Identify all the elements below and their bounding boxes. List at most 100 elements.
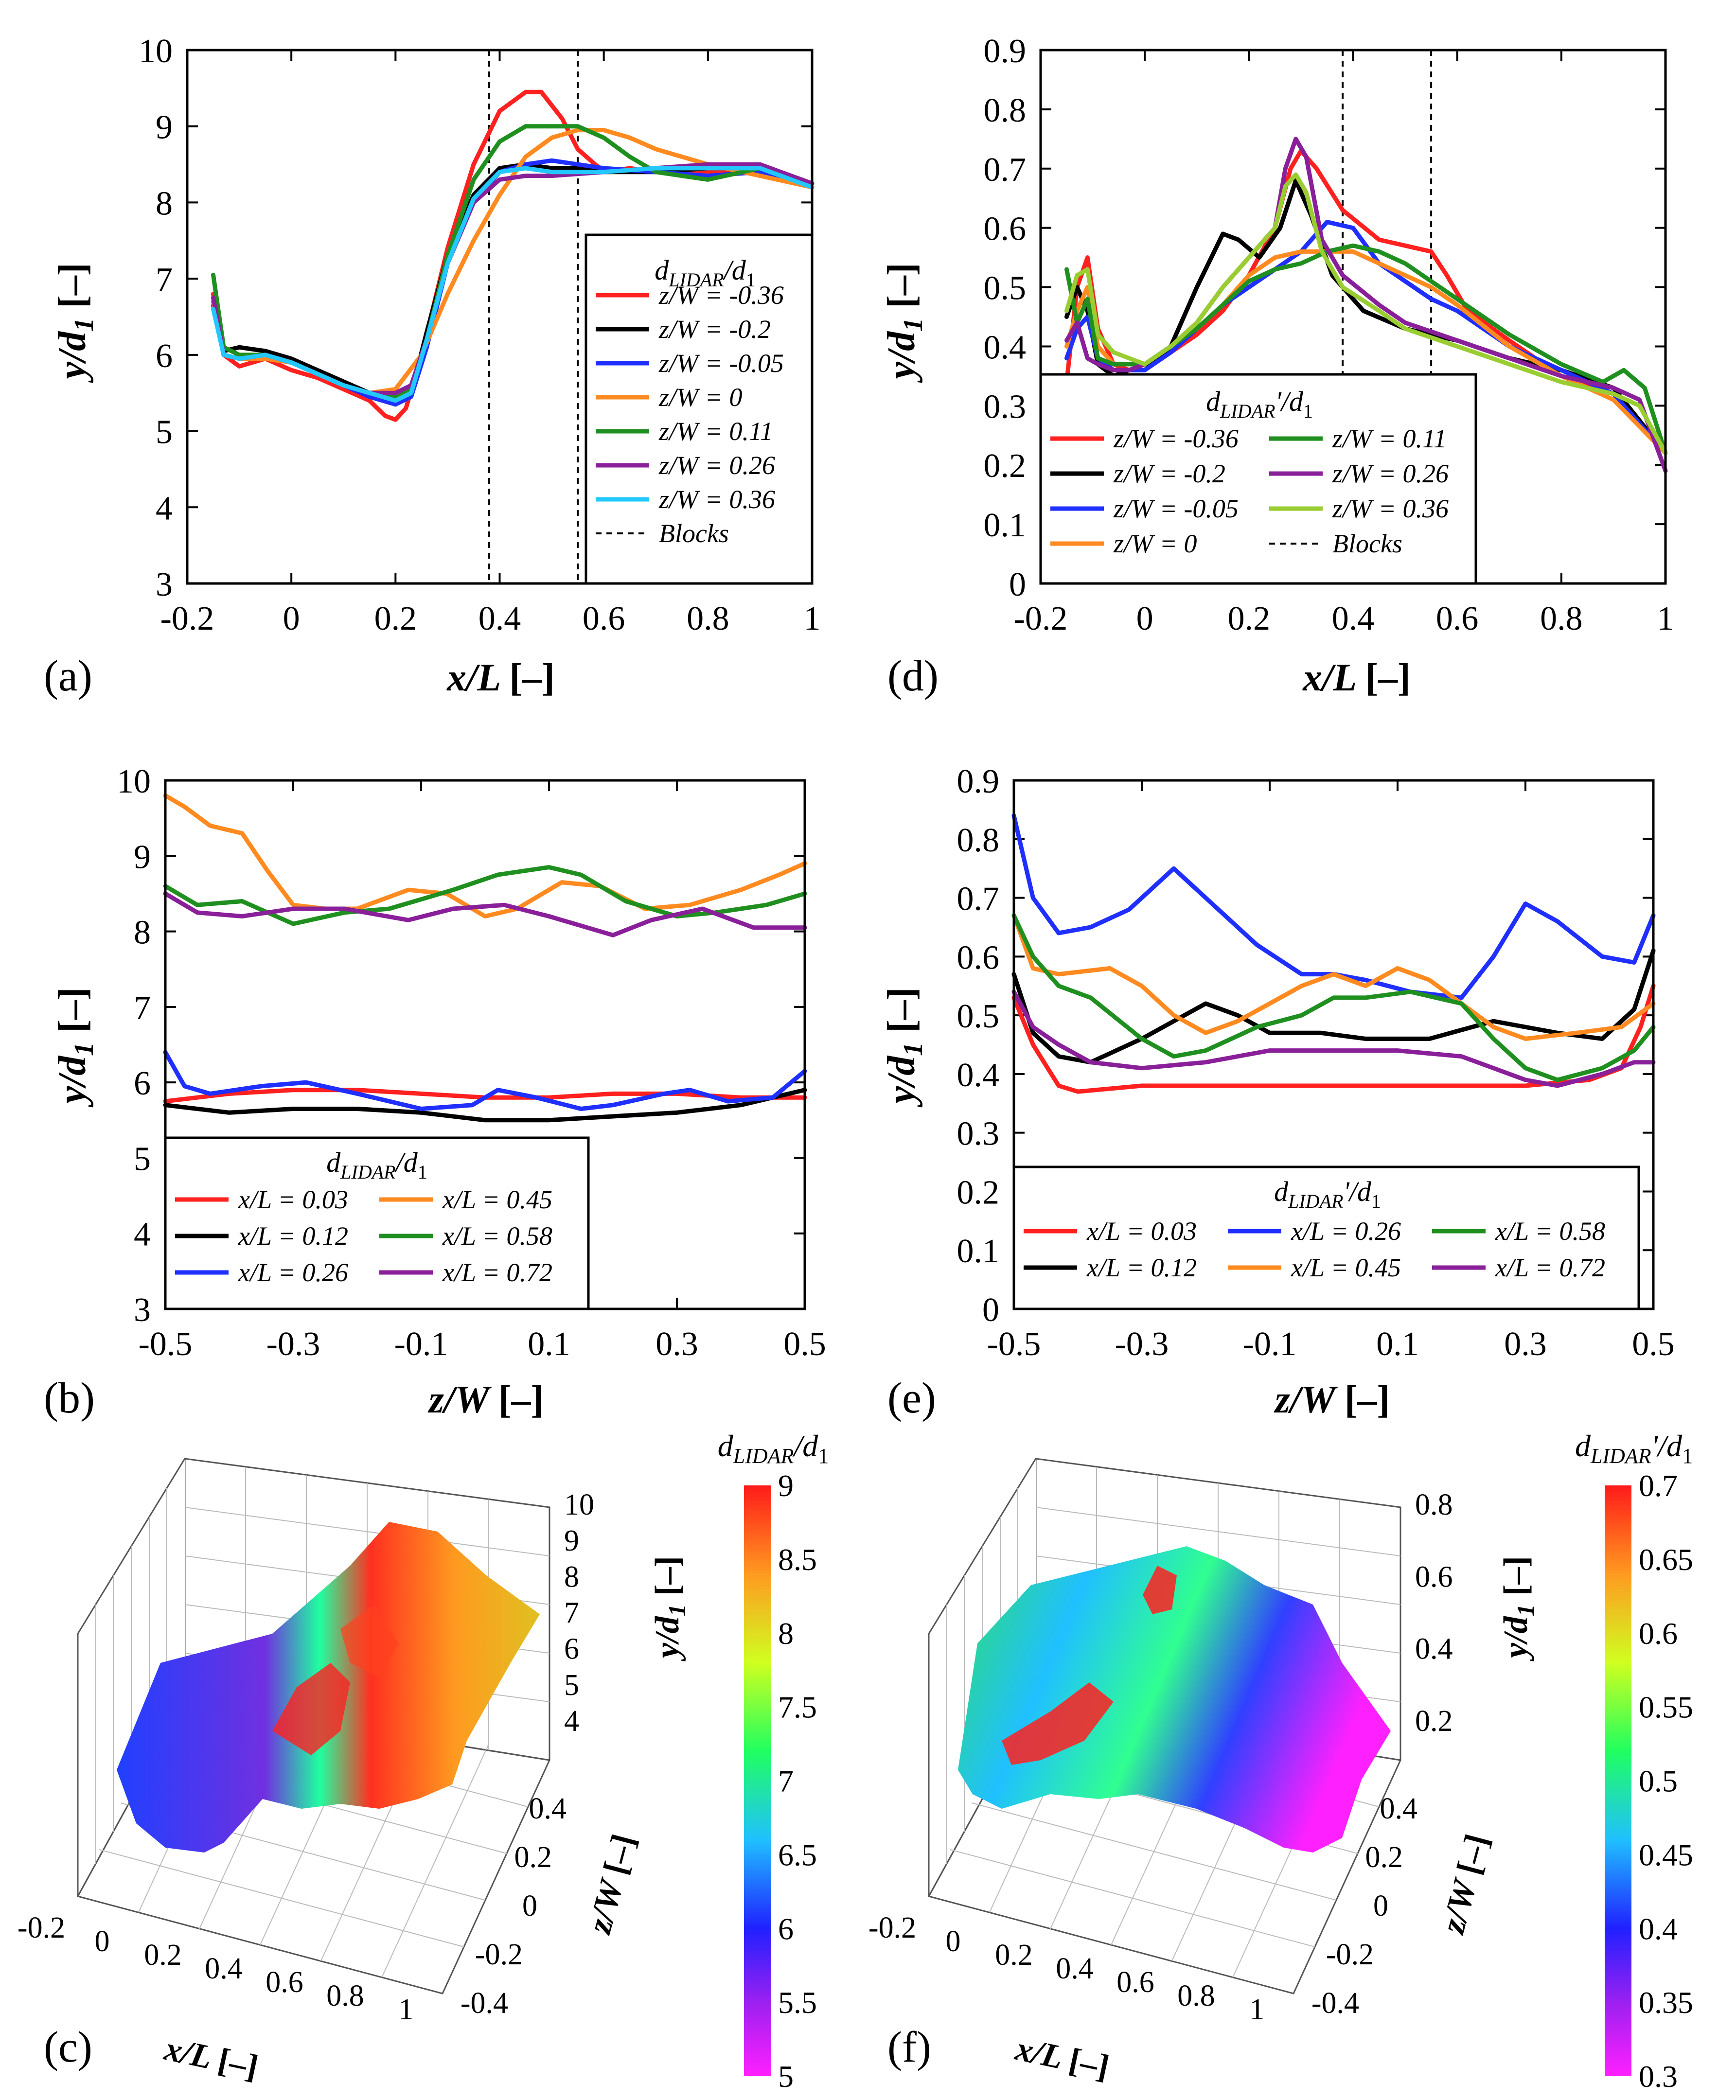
x-tick-label: 0.4 — [1056, 1952, 1094, 1985]
legend-label: z/W = -0.05 — [1113, 494, 1239, 523]
x-tick-label: 0.5 — [1632, 1325, 1675, 1363]
series-line — [1011, 913, 1656, 1041]
y-tick-label: 0.8 — [957, 822, 1000, 859]
panel-e-ylabel: y/d1 [–] — [880, 987, 928, 1108]
panel-d-yticks: 0 0.1 0.2 0.3 0.4 0.5 0.6 0.7 0.8 0.9 — [984, 33, 1665, 603]
panel-c-label: (c) — [44, 2023, 92, 2071]
series-line — [1064, 249, 1668, 456]
panel-a-blocks — [488, 50, 579, 583]
legend-entries: x/L = 0.03 x/L = 0.12 x/L = 0.26 x/L = 0.45… — [175, 1185, 552, 1287]
y-tick-label: 0.2 — [957, 1174, 1000, 1211]
y-tick-label: 6 — [564, 1633, 579, 1666]
series-line — [1011, 989, 1656, 1088]
panel-f-label: (f) — [887, 2023, 931, 2071]
x-tick-label: 0.4 — [1332, 600, 1375, 637]
legend-label: z/W = 0.36 — [658, 485, 775, 514]
legend-label: x/L = 0.45 — [1291, 1253, 1401, 1282]
legend-box — [164, 1136, 590, 1310]
x-tick-label: 0.8 — [687, 600, 729, 637]
y-tick-label: 0 — [1009, 566, 1026, 603]
panel-a-xlabel: x/L [–] — [446, 656, 554, 699]
panel-e-series — [1011, 813, 1656, 1094]
y-tick-label: 6 — [156, 337, 173, 375]
y-tick-label: 0.4 — [957, 1057, 1000, 1094]
colorbar-tick-label: 0.7 — [1639, 1468, 1678, 1503]
panel-a-xticks: -0.2 0 0.2 0.4 0.6 0.8 1 — [160, 50, 821, 637]
colorbar-tick-label: 6.5 — [778, 1837, 817, 1872]
y-tick-label: 0.6 — [984, 211, 1027, 248]
y-tick-label: 10 — [564, 1488, 594, 1521]
y-tick-label: 7 — [564, 1597, 579, 1630]
panel-d-xlabel: x/L [–] — [1302, 656, 1410, 699]
z-tick-label: 0 — [522, 1889, 537, 1923]
colorbar-tick-label: 6 — [778, 1911, 794, 1946]
colorbar-tick-label: 0.65 — [1639, 1542, 1693, 1577]
legend-label: z/W = 0.26 — [658, 451, 775, 480]
y-tick-label: 0.7 — [957, 881, 1000, 918]
x-tick-label: 0.8 — [1540, 600, 1583, 637]
y-tick-label: 3 — [134, 1291, 151, 1329]
legend-label: z/W = 0 — [1113, 529, 1197, 558]
legend-label: z/W = -0.2 — [658, 315, 771, 344]
z-tick-label: -0.4 — [461, 1987, 508, 2020]
z-tick-label: -0.4 — [1311, 1987, 1359, 2020]
z-tick-label: -0.2 — [1326, 1938, 1374, 1971]
series-line — [1064, 172, 1668, 456]
x-tick-label: 0.3 — [1504, 1325, 1547, 1363]
x-tick-label: 0.6 — [266, 1966, 303, 1999]
y-tick-label: 4 — [134, 1216, 151, 1253]
panel-d-ylabel: y/d1 [–] — [880, 263, 928, 383]
legend-label: x/L = 0.26 — [238, 1258, 348, 1287]
panel-b-yticks: 3 4 5 6 7 8 9 10 — [117, 763, 805, 1329]
panel-a-yticks: 3 4 5 6 7 8 9 10 — [139, 33, 812, 603]
panel-e-xlabel: z/W [–] — [1274, 1378, 1390, 1421]
y-tick-label: 5 — [156, 414, 173, 451]
colorbar-ticks: 0.3 0.35 0.4 0.45 0.5 0.55 0.6 0.65 0.7 — [1639, 1468, 1693, 2094]
panel-f-yticks: 0.2 0.4 0.6 0.8 — [1415, 1488, 1453, 1738]
panel-b-legend: dLIDAR/d1 x/L = 0.03x/L = 0.12x/L = 0.26… — [164, 1136, 590, 1310]
legend-label: x/L = 0.12 — [1086, 1253, 1197, 1282]
panel-f-colorbar: dLIDAR'/d1 0.30.350.40.450.50.550.60.650… — [1575, 1429, 1693, 2094]
panel-e-xticks: -0.5 -0.3 -0.1 0.1 0.3 0.5 — [987, 780, 1675, 1363]
panel-d-blocks — [1342, 50, 1433, 583]
x-tick-label: 0.1 — [528, 1325, 570, 1363]
panel-c-xlabel: x/L [–] — [161, 2030, 261, 2086]
panel-b-series — [163, 793, 807, 1123]
legend-entries: z/W = -0.36 z/W = -0.2 z/W = -0.05 z/W = 0 z… — [596, 281, 784, 548]
x-tick-label: -0.2 — [160, 600, 214, 637]
series-line — [163, 1088, 807, 1123]
y-tick-label: 9 — [564, 1524, 579, 1557]
x-tick-label: -0.3 — [1115, 1325, 1169, 1363]
legend-box — [1039, 373, 1477, 585]
x-tick-label: -0.3 — [266, 1325, 320, 1363]
panel-f: 0.20.40.60.8 -0.2 0 0.2 0.4 0.6 0.8 1 0.40.20-… — [868, 1429, 1693, 2094]
colorbar-tick-label: 8.5 — [778, 1542, 817, 1577]
y-tick-label: 0 — [982, 1291, 999, 1329]
x-tick-label: -0.1 — [394, 1325, 448, 1363]
series-line — [163, 865, 807, 926]
panel-b-label: (b) — [44, 1374, 95, 1422]
x-tick-label: 0.2 — [144, 1939, 182, 1972]
y-tick-label: 5 — [564, 1669, 579, 1702]
series-line — [163, 793, 807, 918]
legend-box — [1012, 1165, 1640, 1310]
y-tick-label: 0.4 — [1415, 1633, 1453, 1666]
legend-label: z/W = 0.26 — [1332, 459, 1449, 488]
panel-f-xlabel: x/L [–] — [1012, 2030, 1112, 2086]
y-tick-label: 10 — [139, 33, 173, 70]
x-tick-label: -0.1 — [1243, 1325, 1297, 1363]
legend-label: z/W = -0.36 — [658, 281, 784, 310]
legend-title: dLIDAR/d1 — [655, 254, 755, 291]
y-tick-label: 0.5 — [984, 270, 1027, 307]
x-tick-label: -0.5 — [139, 1325, 193, 1363]
panel-c-zlabel: z/W [–] — [581, 1830, 643, 1938]
y-tick-label: 7 — [156, 261, 173, 299]
panel-f-xticks: -0.2 0 0.2 0.4 0.6 0.8 1 — [868, 1911, 1265, 2026]
colorbar-tick-label: 9 — [778, 1468, 794, 1503]
colorbar-tick-label: 8 — [778, 1616, 794, 1651]
z-tick-label: 0.2 — [514, 1841, 552, 1874]
x-tick-label: 0.8 — [1177, 1979, 1215, 2012]
y-tick-label: 0.9 — [984, 33, 1027, 70]
z-tick-label: 0.4 — [1380, 1792, 1418, 1825]
